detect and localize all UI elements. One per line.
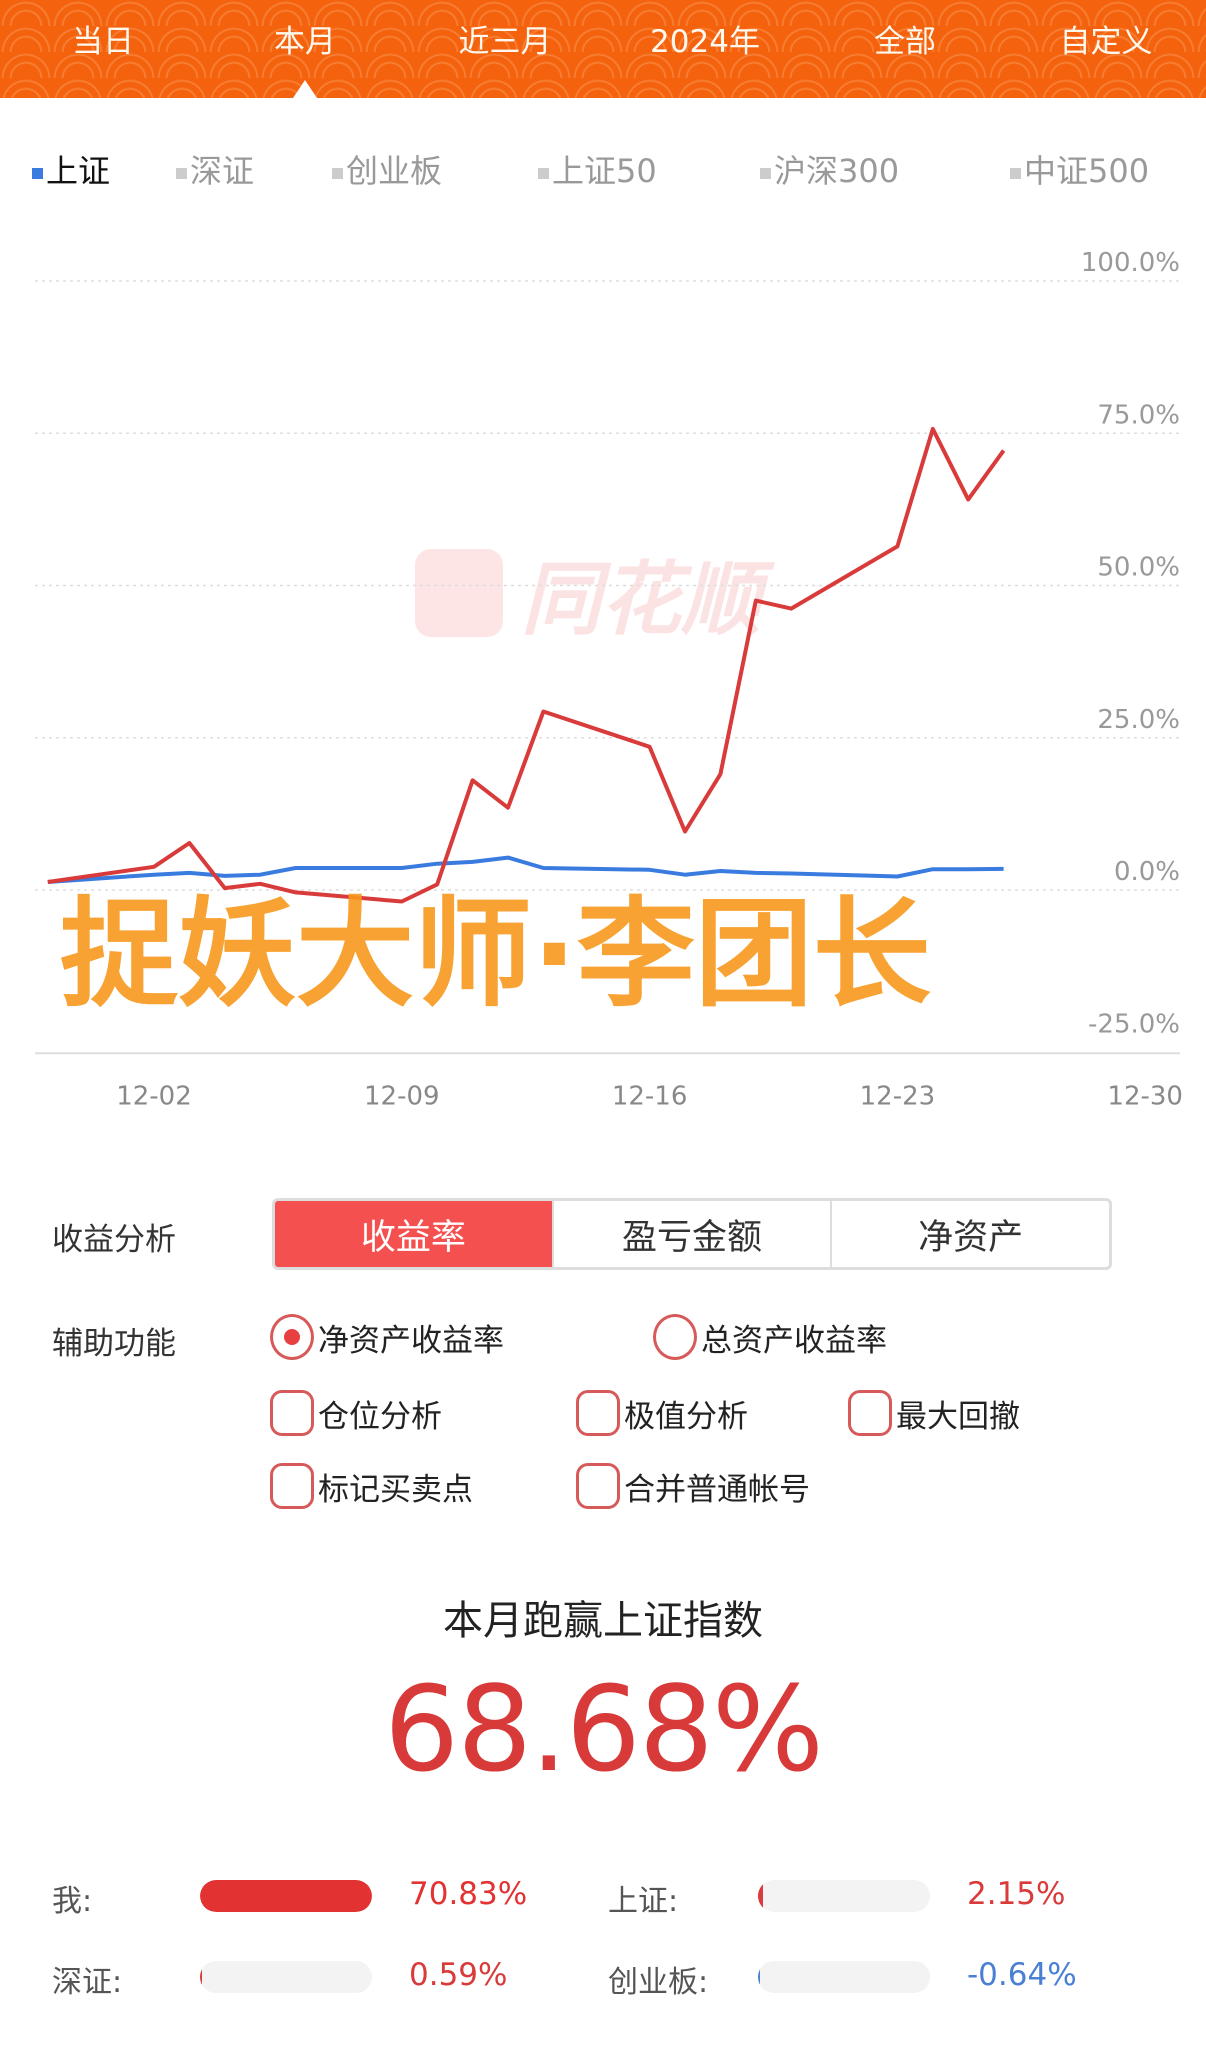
- compare-bar: [200, 1880, 372, 1912]
- tab-all[interactable]: 全部: [874, 24, 936, 60]
- y-tick-label: -25.0%: [1088, 1009, 1180, 1039]
- checkbox-label: 合并普通帐号: [624, 1471, 810, 1508]
- index-tab-sse50[interactable]: 上证50: [538, 146, 657, 192]
- checkbox-icon: [270, 1390, 314, 1436]
- legend-square-icon: [32, 167, 43, 179]
- checkbox-label: 最大回撤: [896, 1398, 1020, 1435]
- checkbox-extreme-analysis[interactable]: 极值分析: [576, 1390, 748, 1436]
- tab-three-months[interactable]: 近三月: [458, 24, 552, 60]
- legend-square-icon: [1010, 167, 1021, 179]
- compare-label: 我:: [52, 1884, 93, 1919]
- analysis-label: 收益分析: [52, 1222, 176, 1258]
- compare-bar: [758, 1880, 930, 1912]
- radio-total-asset-return[interactable]: 总资产收益率: [653, 1314, 887, 1360]
- checkbox-icon: [270, 1463, 314, 1509]
- x-tick-label: 12-02: [116, 1081, 192, 1110]
- benchmark-line: [47, 855, 1004, 884]
- return-chart[interactable]: 100.0% 75.0% 50.0% 25.0% 0.0% -25.0% 12-02 12-0…: [0, 230, 1206, 1110]
- x-tick-label: 12-09: [364, 1081, 440, 1110]
- compare-label: 创业板:: [608, 1965, 709, 2000]
- radio-checked-icon: [270, 1314, 314, 1360]
- checkbox-position-analysis[interactable]: 仓位分析: [270, 1390, 442, 1436]
- compare-bar-fill: [200, 1880, 372, 1912]
- checkbox-label: 仓位分析: [318, 1398, 442, 1435]
- radio-unchecked-icon: [653, 1314, 697, 1360]
- period-tab-bar: 当日 本月 近三月 2024年 全部 自定义: [0, 0, 1206, 98]
- checkbox-label: 极值分析: [624, 1398, 748, 1435]
- compare-bar-fill: [200, 1961, 202, 1993]
- summary-value: 68.68%: [384, 1660, 824, 1798]
- radio-label: 净资产收益率: [318, 1322, 504, 1359]
- x-tick-label: 12-30: [1107, 1081, 1183, 1110]
- tab-today[interactable]: 当日: [72, 24, 134, 60]
- index-tab-shanghai[interactable]: 上证: [32, 146, 110, 192]
- compare-bar: [758, 1961, 930, 1993]
- x-tick-label: 12-23: [860, 1081, 936, 1110]
- tab-custom[interactable]: 自定义: [1059, 24, 1153, 60]
- index-tab-label: 上证50: [552, 152, 657, 190]
- index-tab-chinext[interactable]: 创业板: [332, 146, 442, 192]
- checkbox-mark-trades[interactable]: 标记买卖点: [270, 1463, 473, 1509]
- aux-label: 辅助功能: [52, 1326, 176, 1362]
- index-tab-csi500[interactable]: 中证500: [1010, 146, 1149, 192]
- legend-square-icon: [176, 167, 187, 179]
- compare-label: 深证:: [52, 1965, 123, 2000]
- compare-bar: [200, 1961, 372, 1993]
- compare-value: 2.15%: [967, 1876, 1066, 1912]
- x-tick-label: 12-16: [612, 1081, 688, 1110]
- compare-value: 0.59%: [409, 1957, 508, 1993]
- legend-square-icon: [332, 167, 343, 179]
- y-tick-label: 0.0%: [1114, 857, 1180, 887]
- radio-label: 总资产收益率: [701, 1322, 887, 1359]
- index-tab-label: 上证: [46, 152, 111, 190]
- checkbox-icon: [576, 1390, 620, 1436]
- summary-title: 本月跑赢上证指数: [443, 1598, 763, 1644]
- checkbox-merge-accounts[interactable]: 合并普通帐号: [576, 1463, 810, 1509]
- active-tab-pointer: [293, 80, 317, 98]
- compare-label: 上证:: [608, 1884, 679, 1919]
- segment-profit-amount[interactable]: 盈亏金额: [551, 1201, 831, 1267]
- compare-value: -0.64%: [967, 1957, 1077, 1993]
- y-tick-label: 25.0%: [1097, 705, 1180, 735]
- checkbox-label: 标记买卖点: [318, 1471, 473, 1508]
- index-tab-shenzhen[interactable]: 深证: [176, 146, 254, 192]
- segment-return-rate[interactable]: 收益率: [275, 1201, 552, 1267]
- y-tick-label: 75.0%: [1097, 400, 1180, 430]
- index-tab-csi300[interactable]: 沪深300: [760, 146, 899, 192]
- checkbox-icon: [848, 1390, 892, 1436]
- tab-this-month[interactable]: 本月: [274, 24, 336, 60]
- y-tick-label: 100.0%: [1081, 248, 1180, 278]
- compare-bar-fill: [758, 1961, 760, 1993]
- compare-bar-fill: [758, 1880, 764, 1912]
- segment-net-assets[interactable]: 净资产: [830, 1201, 1109, 1267]
- index-tab-label: 深证: [190, 152, 255, 190]
- analysis-segmented-control: 收益率 盈亏金额 净资产: [272, 1198, 1112, 1270]
- legend-square-icon: [760, 167, 771, 179]
- legend-square-icon: [538, 167, 549, 179]
- compare-value: 70.83%: [409, 1876, 528, 1912]
- tab-2024[interactable]: 2024年: [650, 24, 760, 60]
- index-tab-label: 中证500: [1024, 152, 1150, 190]
- my-return-line: [47, 426, 1006, 904]
- y-tick-label: 50.0%: [1097, 553, 1180, 583]
- index-tab-label: 沪深300: [774, 152, 900, 190]
- index-tab-label: 创业板: [346, 152, 443, 190]
- radio-net-asset-return[interactable]: 净资产收益率: [270, 1314, 504, 1360]
- checkbox-max-drawdown[interactable]: 最大回撤: [848, 1390, 1020, 1436]
- checkbox-icon: [576, 1463, 620, 1509]
